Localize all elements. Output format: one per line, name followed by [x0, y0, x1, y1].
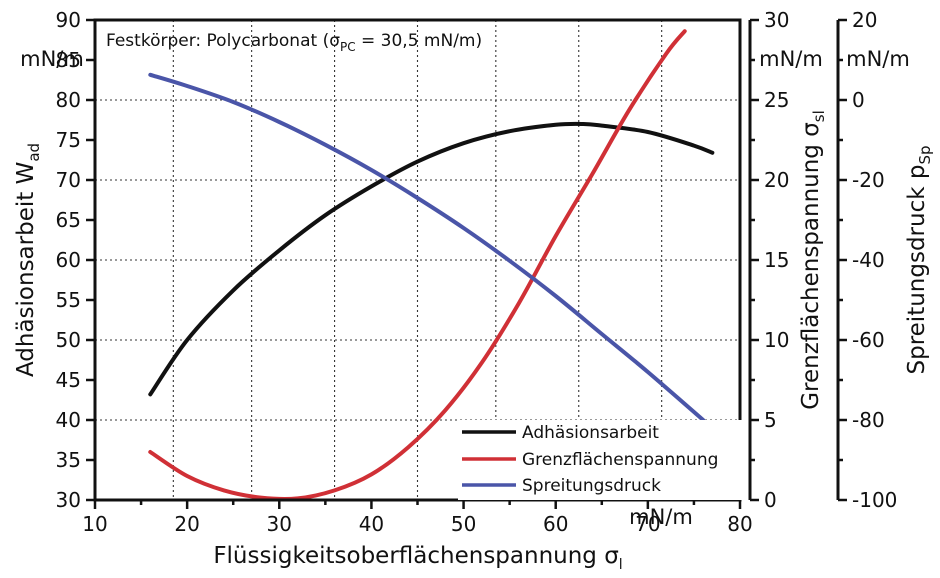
left-y-tick-label: 50 — [56, 328, 81, 352]
far-right-y-tick-label: -80 — [852, 408, 885, 432]
legend: Adhäsionsarbeit Grenzflächenspannung Spr… — [458, 420, 748, 500]
middle-right-y-tick-label: 30 — [764, 8, 789, 32]
chart-annotation: Festkörper: Polycarbonat (σPC = 30,5 mN/… — [106, 31, 482, 54]
middle-right-axis-title: Grenzflächenspannung σsl — [798, 110, 828, 410]
middle-right-y-tick-label: 10 — [764, 328, 789, 352]
x-tick-label: 10 — [82, 512, 107, 536]
series-line-grenzflaechenspannung — [148, 29, 687, 502]
left-y-tick-label: 75 — [56, 128, 81, 152]
left-y-tick-label: 35 — [56, 448, 81, 472]
far-right-y-tick-label: -60 — [852, 328, 885, 352]
left-y-tick-label: 80 — [56, 88, 81, 112]
left-axis-title: Adhäsionsarbeit Wad — [13, 143, 43, 377]
left-y-tick-label: 40 — [56, 408, 81, 432]
x-tick-label: 70 — [635, 512, 660, 536]
left-y-tick-label: 30 — [56, 488, 81, 512]
x-tick-label: 40 — [359, 512, 384, 536]
left-y-tick-label: 70 — [56, 168, 81, 192]
axes — [86, 18, 847, 509]
series-layer — [148, 29, 715, 502]
x-tick-label: 30 — [267, 512, 292, 536]
middle-right-y-tick-label: 0 — [764, 488, 777, 512]
middle-right-y-tick-label: 25 — [764, 88, 789, 112]
left-y-tick-label: 85 — [56, 48, 81, 72]
middle-right-y-tick-label: 20 — [764, 168, 789, 192]
far-right-y-tick-label: 0 — [852, 88, 865, 112]
x-tick-label: 60 — [543, 512, 568, 536]
middle-right-axis-unit: mN/m — [759, 47, 823, 71]
legend-label-adhaesionsarbeit: Adhäsionsarbeit — [522, 423, 659, 443]
legend-label-grenzflaechenspannung: Grenzflächenspannung — [522, 450, 718, 470]
left-y-tick-label: 90 — [56, 8, 81, 32]
series-line-spreitungsdruck — [148, 72, 706, 422]
legend-label-spreitungsdruck: Spreitungsdruck — [522, 476, 661, 496]
far-right-axis-title: Spreitungsdruck pSp — [904, 145, 934, 374]
x-tick-label: 80 — [727, 512, 752, 536]
x-axis-unit: mN/m — [629, 505, 693, 529]
far-right-y-tick-label: -40 — [852, 248, 885, 272]
left-y-tick-label: 65 — [56, 208, 81, 232]
x-axis-title: Flüssigkeitsoberflächenspannung σl — [213, 543, 622, 573]
far-right-y-tick-label: 20 — [852, 8, 877, 32]
middle-right-y-tick-label: 15 — [764, 248, 789, 272]
x-tick-label: 20 — [174, 512, 199, 536]
left-axis-unit: mN/m — [20, 47, 84, 71]
x-tick-label: 50 — [451, 512, 476, 536]
far-right-y-tick-label: -100 — [852, 488, 897, 512]
tick-labels: 10 20 30 40 50 60 70 80303540455055606570758085… — [56, 8, 898, 536]
series-line-adhaesionsarbeit — [148, 121, 715, 397]
middle-right-y-tick-label: 5 — [764, 408, 777, 432]
far-right-y-tick-label: -20 — [852, 168, 885, 192]
grid — [95, 20, 740, 500]
left-y-tick-label: 60 — [56, 248, 81, 272]
left-y-tick-label: 55 — [56, 288, 81, 312]
far-right-axis-unit: mN/m — [846, 47, 910, 71]
left-y-tick-label: 45 — [56, 368, 81, 392]
